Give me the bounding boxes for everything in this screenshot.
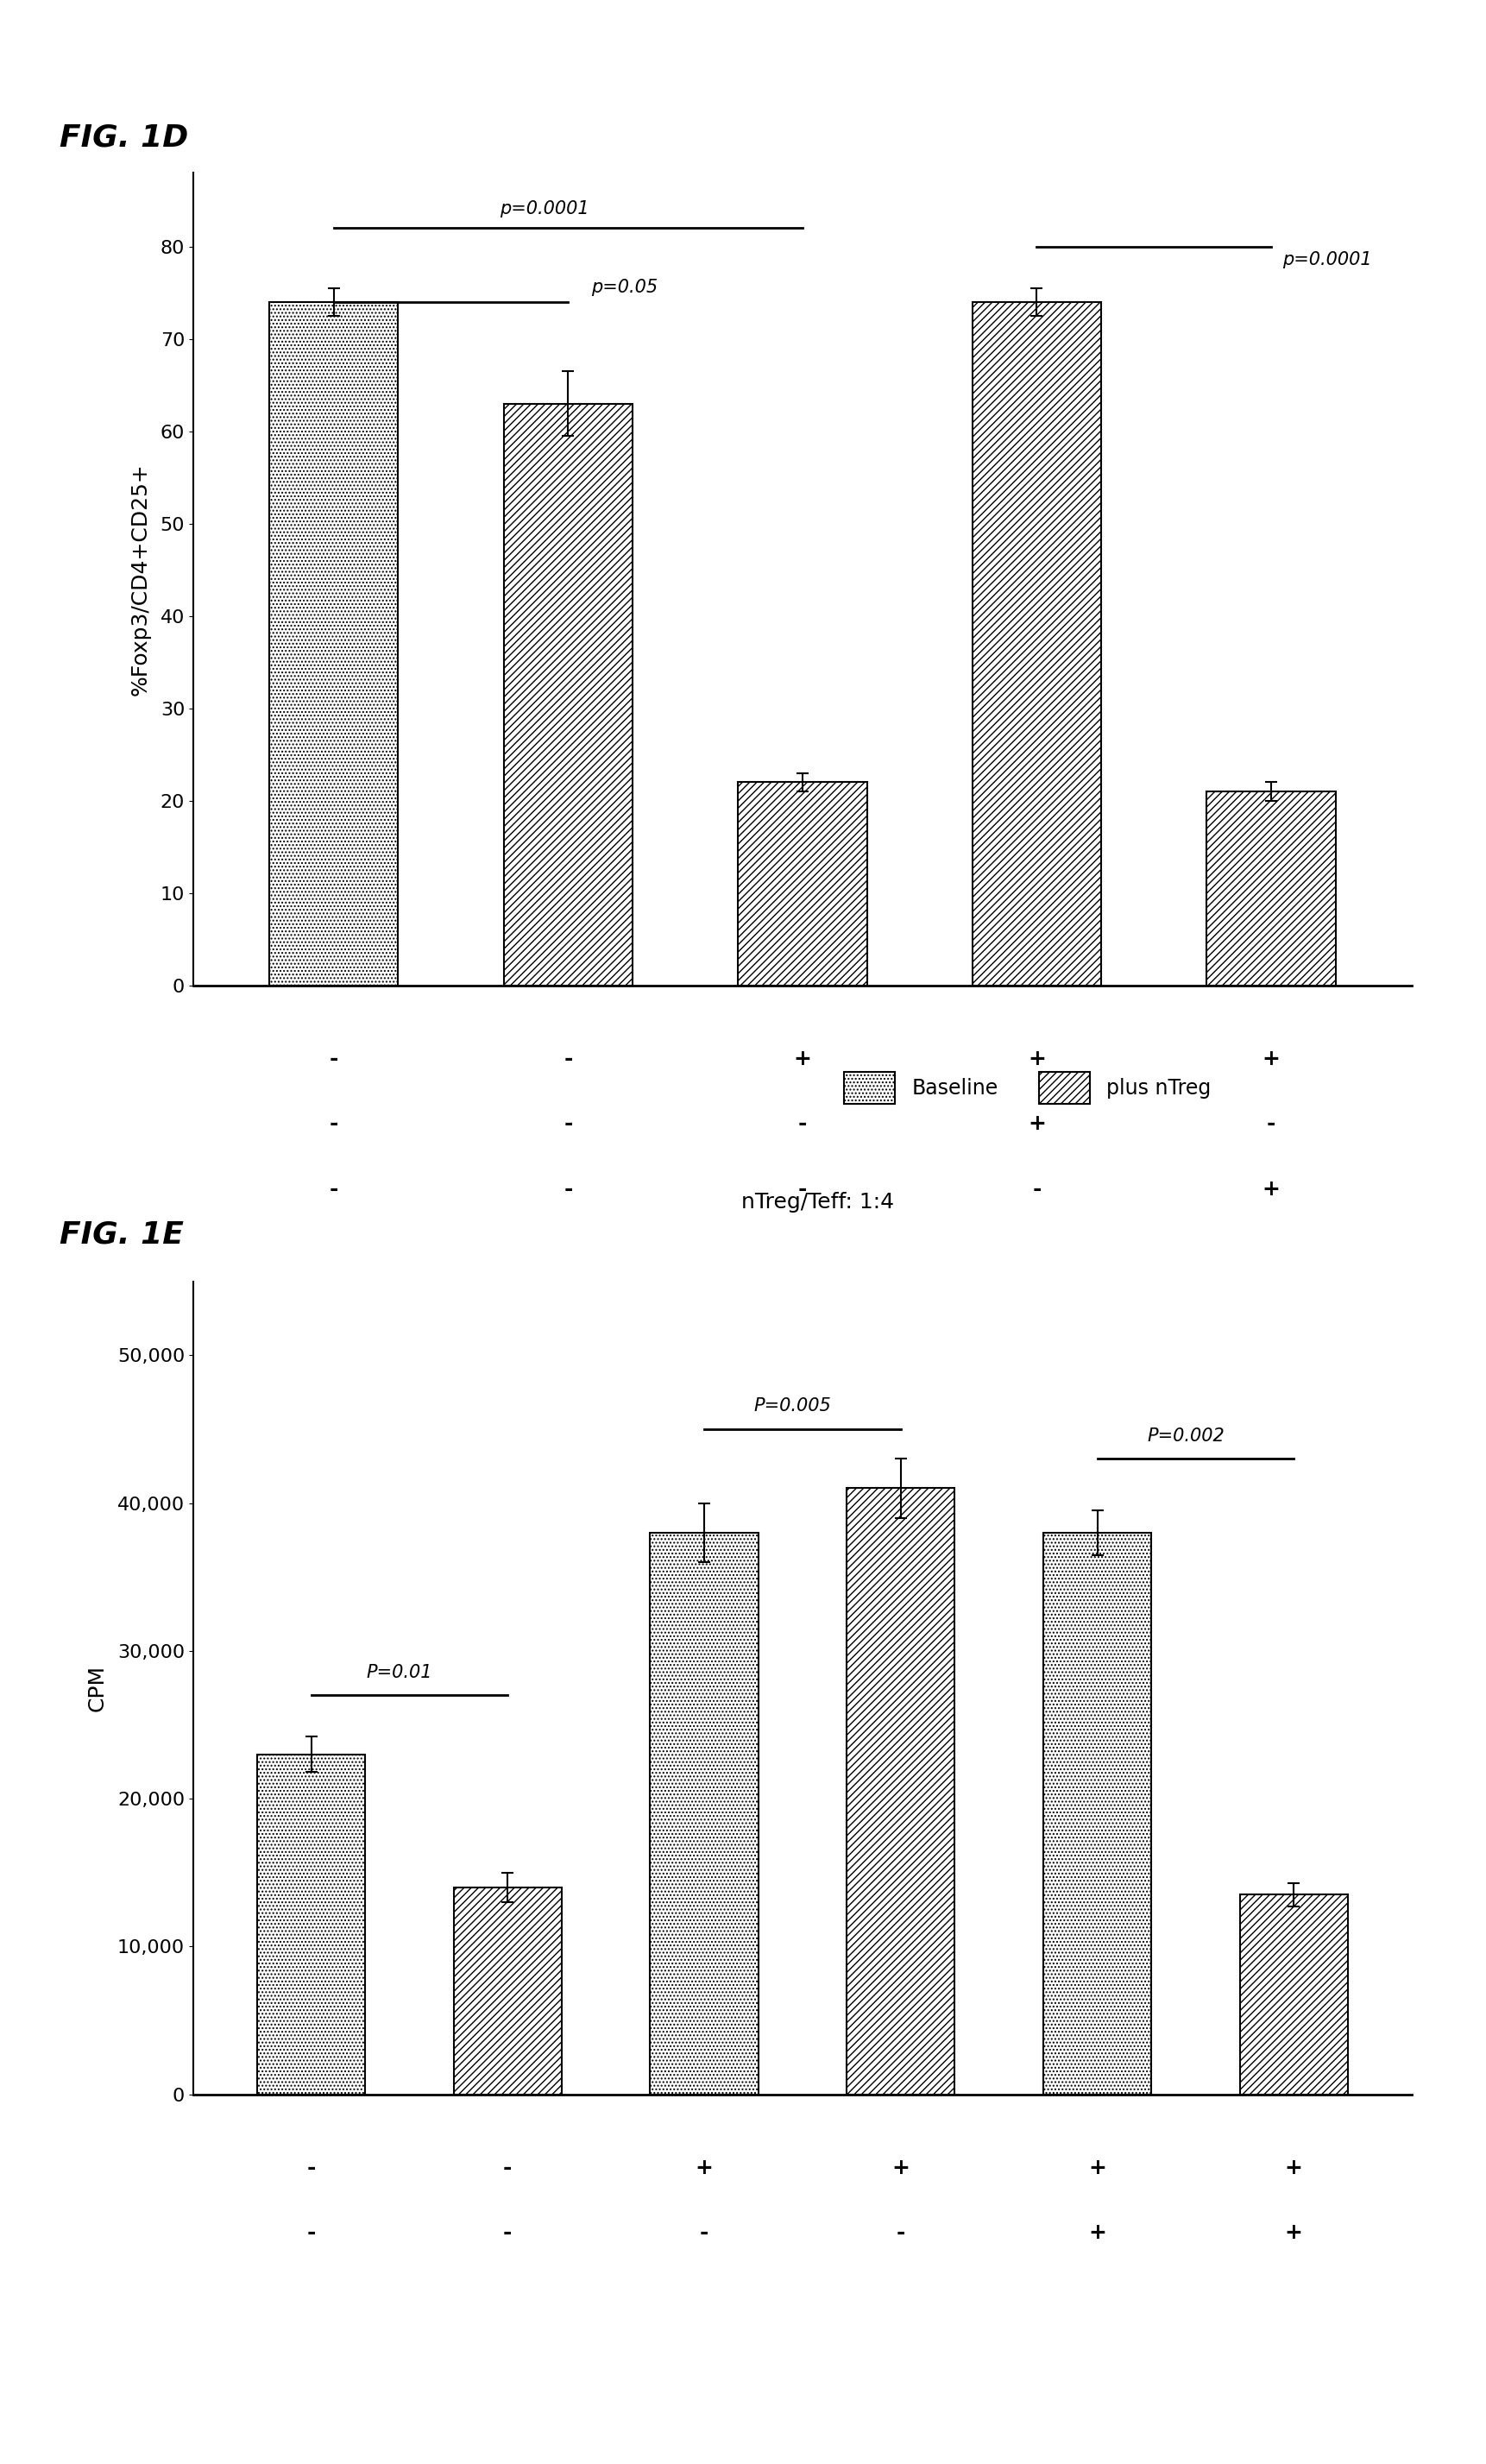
Text: +: +	[1028, 1114, 1046, 1133]
Text: p=0.05: p=0.05	[591, 278, 658, 296]
Bar	[651, 1533, 758, 2094]
Text: p=0.0001: p=0.0001	[499, 200, 590, 217]
Text: -: -	[306, 2223, 315, 2242]
Text: +: +	[1262, 1047, 1279, 1069]
Text: -: -	[306, 2156, 315, 2178]
Text: -: -	[798, 1114, 807, 1133]
Bar	[504, 404, 633, 986]
Text: +: +	[1285, 2156, 1303, 2178]
Text: -: -	[1266, 1114, 1275, 1133]
Text: FIG. 1D: FIG. 1D	[59, 123, 189, 153]
Text: -: -	[896, 2223, 905, 2242]
Bar	[1207, 791, 1336, 986]
Text: +: +	[1285, 2223, 1303, 2242]
Bar	[1043, 1533, 1152, 2094]
Text: -: -	[700, 2223, 709, 2242]
Y-axis label: CPM: CPM	[88, 1666, 107, 1710]
Bar	[453, 1887, 562, 2094]
Bar	[972, 303, 1101, 986]
Text: +: +	[794, 1047, 811, 1069]
Bar	[257, 1754, 366, 2094]
Text: +: +	[1088, 2223, 1106, 2242]
Text: +: +	[695, 2156, 713, 2178]
Text: nTreg/Teff: 1:4: nTreg/Teff: 1:4	[742, 1193, 893, 1212]
Text: FIG. 1E: FIG. 1E	[59, 1220, 184, 1249]
Y-axis label: %Foxp3/CD4+CD25+: %Foxp3/CD4+CD25+	[129, 463, 150, 695]
Text: -: -	[504, 2156, 513, 2178]
Text: p=0.0001: p=0.0001	[1282, 251, 1372, 269]
Text: -: -	[1033, 1178, 1042, 1200]
Bar	[739, 784, 866, 986]
Legend: Baseline, plus nTreg: Baseline, plus nTreg	[837, 1064, 1219, 1111]
Text: -: -	[330, 1114, 339, 1133]
Text: +: +	[1262, 1178, 1279, 1200]
Text: +: +	[1028, 1047, 1046, 1069]
Text: -: -	[563, 1047, 572, 1069]
Text: +: +	[1088, 2156, 1106, 2178]
Bar	[1239, 1895, 1348, 2094]
Text: -: -	[330, 1178, 339, 1200]
Text: P=0.01: P=0.01	[367, 1663, 432, 1680]
Text: P=0.005: P=0.005	[753, 1397, 831, 1414]
Text: -: -	[330, 1047, 339, 1069]
Bar	[847, 1488, 954, 2094]
Bar	[269, 303, 398, 986]
Text: -: -	[563, 1114, 572, 1133]
Text: -: -	[563, 1178, 572, 1200]
Text: P=0.002: P=0.002	[1147, 1427, 1224, 1444]
Text: -: -	[798, 1178, 807, 1200]
Text: +: +	[892, 2156, 909, 2178]
Text: -: -	[504, 2223, 513, 2242]
